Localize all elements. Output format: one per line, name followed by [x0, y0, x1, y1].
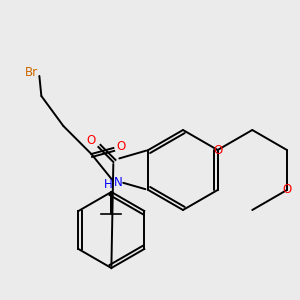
Text: O: O	[117, 140, 126, 152]
Text: O: O	[213, 143, 222, 157]
Text: N: N	[114, 176, 123, 188]
Text: O: O	[282, 184, 292, 196]
Text: O: O	[87, 134, 96, 146]
Text: H: H	[104, 178, 113, 190]
Text: Br: Br	[25, 65, 38, 79]
